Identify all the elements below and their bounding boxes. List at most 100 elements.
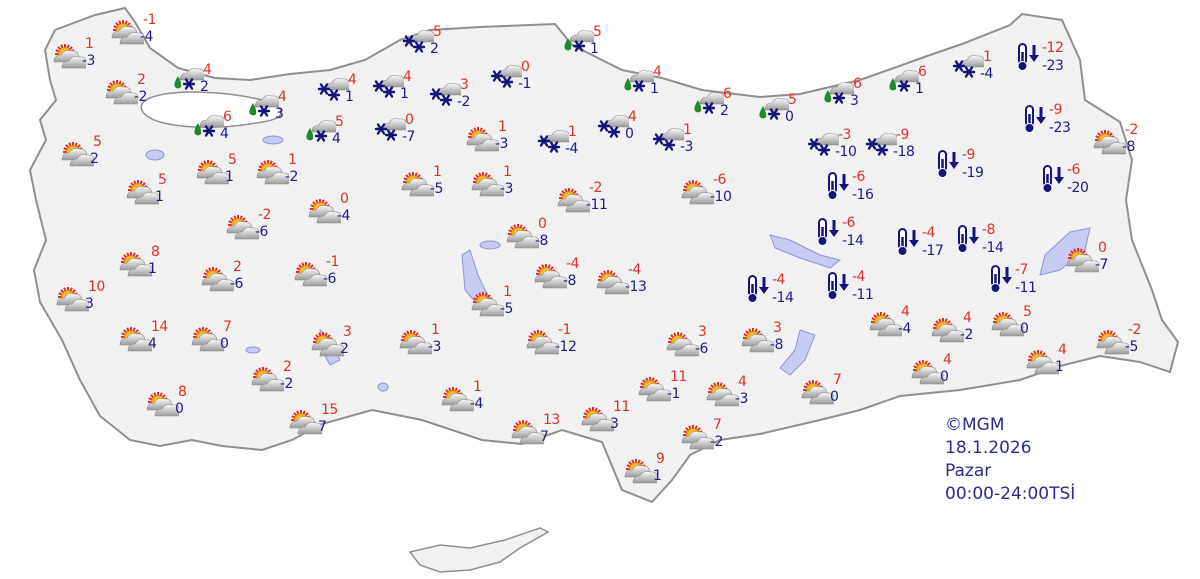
- max-temp: -4: [852, 269, 865, 285]
- max-temp: 4: [403, 69, 412, 85]
- min-temp: -3: [428, 339, 441, 355]
- min-temp: 1: [400, 86, 409, 102]
- min-temp: -11: [852, 287, 874, 303]
- station: 7 -2: [680, 417, 740, 459]
- station: 1 -3: [470, 164, 530, 206]
- max-temp: 9: [656, 451, 665, 467]
- min-temp: -4: [898, 321, 911, 337]
- max-temp: 4: [738, 374, 747, 390]
- station: -7 -11: [988, 262, 1048, 301]
- max-temp: -12: [1042, 40, 1064, 56]
- partly-sunny-icon: [146, 392, 179, 417]
- max-temp: 5: [335, 114, 344, 130]
- min-temp: -6: [255, 224, 268, 240]
- station: -4 -14: [745, 272, 805, 311]
- station: -2 -11: [556, 180, 616, 222]
- partly-sunny-icon: [119, 252, 152, 277]
- station: -4 -8: [533, 256, 593, 298]
- station: 14 4: [118, 319, 178, 361]
- station: 15 7: [288, 402, 348, 444]
- max-temp: -3: [838, 127, 851, 143]
- max-temp: 7: [713, 417, 722, 433]
- max-temp: 0: [405, 112, 414, 128]
- max-temp: 0: [521, 59, 530, 75]
- min-temp: 0: [1020, 321, 1029, 337]
- partly-sunny-icon: [289, 410, 322, 435]
- max-temp: 0: [1098, 240, 1107, 256]
- station: -2 -5: [1095, 322, 1155, 364]
- max-temp: 4: [278, 89, 287, 105]
- max-temp: 15: [321, 402, 338, 418]
- partly-sunny-icon: [471, 172, 504, 197]
- max-temp: -2: [258, 207, 271, 223]
- station: 1 -3: [52, 36, 112, 78]
- min-temp: -2: [457, 94, 470, 110]
- max-temp: 3: [773, 320, 782, 336]
- min-temp: -19: [962, 165, 984, 181]
- snow-icon: [429, 83, 461, 106]
- snow-icon: [402, 30, 434, 53]
- min-temp: -2: [960, 327, 973, 343]
- station: 0 -4: [307, 191, 367, 233]
- station: -9 -18: [863, 127, 923, 169]
- max-temp: -9: [1049, 102, 1062, 118]
- min-temp: -6: [695, 341, 708, 357]
- partly-sunny-icon: [911, 360, 944, 385]
- max-temp: 10: [88, 279, 105, 295]
- min-temp: -14: [982, 240, 1004, 256]
- min-temp: 3: [85, 296, 94, 312]
- rain-snow-icon: [249, 95, 279, 117]
- min-temp: -7: [1095, 257, 1108, 273]
- max-temp: 7: [833, 372, 842, 388]
- station: 3 -8: [740, 320, 800, 362]
- partly-sunny-icon: [294, 262, 327, 287]
- partly-sunny-icon: [1093, 130, 1126, 155]
- min-temp: 3: [850, 93, 859, 109]
- partly-sunny-icon: [869, 312, 902, 337]
- max-temp: -9: [962, 147, 975, 163]
- partly-sunny-icon: [931, 318, 964, 343]
- partly-sunny-icon: [471, 292, 504, 317]
- max-temp: 3: [698, 324, 707, 340]
- partly-sunny-icon: [466, 127, 499, 152]
- max-temp: -2: [1125, 122, 1138, 138]
- cold-thermometer-icon: [747, 275, 769, 303]
- station: 1 -4: [535, 124, 595, 166]
- min-temp: -3: [82, 53, 95, 69]
- max-temp: -1: [143, 12, 156, 28]
- cold-thermometer-icon: [1017, 43, 1039, 71]
- max-temp: 4: [653, 64, 662, 80]
- max-temp: 1: [568, 124, 577, 140]
- min-temp: 2: [720, 103, 729, 119]
- min-temp: 1: [590, 41, 599, 57]
- min-temp: 7: [318, 419, 327, 435]
- snow-icon: [597, 115, 629, 138]
- min-temp: 1: [155, 189, 164, 205]
- partly-sunny-icon: [526, 330, 559, 355]
- min-temp: 2: [200, 79, 209, 95]
- partly-sunny-icon: [666, 332, 699, 357]
- rain-snow-icon: [306, 120, 336, 142]
- partly-sunny-icon: [308, 199, 341, 224]
- cold-thermometer-icon: [1042, 165, 1064, 193]
- station: 1 -4: [440, 379, 500, 421]
- min-temp: -5: [1125, 339, 1138, 355]
- min-temp: -3: [680, 139, 693, 155]
- partly-sunny-icon: [111, 20, 144, 45]
- partly-sunny-icon: [256, 160, 289, 185]
- min-temp: -1: [518, 76, 531, 92]
- cold-thermometer-icon: [827, 172, 849, 200]
- partly-sunny-icon: [741, 328, 774, 353]
- max-temp: -8: [982, 222, 995, 238]
- partly-sunny-icon: [119, 327, 152, 352]
- snow-icon: [807, 133, 839, 156]
- rain-snow-icon: [564, 30, 594, 52]
- min-temp: -2: [285, 169, 298, 185]
- max-temp: 1: [503, 284, 512, 300]
